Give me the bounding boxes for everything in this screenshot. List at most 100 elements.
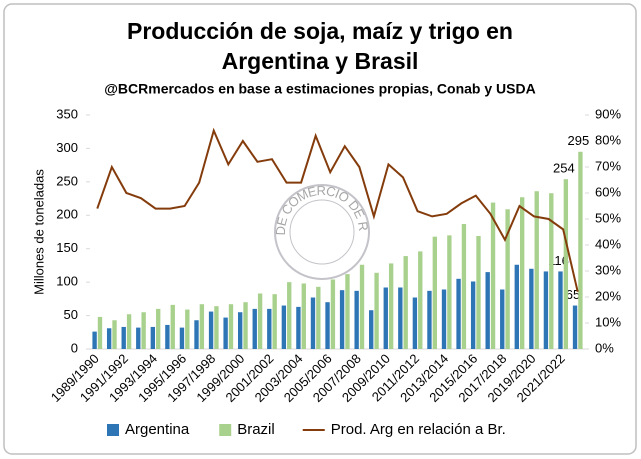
watermark-ring <box>289 199 355 265</box>
bar <box>470 281 476 349</box>
y-tick-label: 50 <box>64 307 78 322</box>
legend-swatch <box>219 424 232 436</box>
bar <box>345 274 350 349</box>
bar <box>403 256 408 349</box>
bar <box>563 179 569 349</box>
bar <box>301 283 306 349</box>
bar <box>578 151 583 349</box>
bar <box>359 264 365 349</box>
bar <box>432 236 437 349</box>
y-tick-label: 0 <box>71 340 78 355</box>
bar <box>398 287 403 349</box>
bar <box>374 272 379 349</box>
y-tick-label: 300 <box>56 140 78 155</box>
bar <box>214 306 219 349</box>
bar <box>441 289 447 349</box>
bar <box>228 304 234 349</box>
bar <box>272 294 277 349</box>
bar <box>141 312 146 349</box>
bar <box>112 320 117 349</box>
y-tick-label: 250 <box>56 173 78 188</box>
bar <box>412 297 418 349</box>
bar <box>572 305 578 349</box>
y-tick-label: 150 <box>56 240 78 255</box>
y2-tick-label: 80% <box>595 132 621 147</box>
bar <box>170 304 175 349</box>
bar <box>418 251 423 349</box>
bar <box>208 311 214 349</box>
bar <box>485 272 490 349</box>
bar <box>165 324 170 349</box>
bar <box>427 290 432 349</box>
legend-label: Prod. Arg en relación a Br. <box>331 421 506 438</box>
y2-tick-label: 70% <box>595 158 621 173</box>
bar <box>461 223 467 349</box>
bar <box>92 331 97 349</box>
bar <box>150 326 156 349</box>
y2-tick-label: 60% <box>595 184 621 199</box>
y2-tick-label: 0% <box>595 340 614 355</box>
bar <box>388 263 394 349</box>
bar <box>316 286 321 349</box>
bar <box>490 202 496 349</box>
bar <box>223 317 228 349</box>
bar <box>447 235 452 349</box>
bar <box>156 308 161 349</box>
y-tick-label: 200 <box>56 207 78 222</box>
bar <box>543 271 549 349</box>
bar <box>243 302 248 349</box>
y2-tick-label: 40% <box>595 236 621 251</box>
bar <box>267 308 272 349</box>
bar <box>97 316 103 349</box>
bar <box>185 309 190 349</box>
y2-tick-label: 90% <box>595 106 621 121</box>
legend-label: Argentina <box>125 421 190 438</box>
chart-title: Producción de soja, maíz y trigo en <box>127 18 513 44</box>
y2-tick-label: 20% <box>595 288 621 303</box>
bar <box>121 326 126 349</box>
bar <box>281 305 287 349</box>
bar <box>558 271 563 349</box>
bar <box>500 289 505 349</box>
y2-tick-label: 50% <box>595 210 621 225</box>
y2-tick-label: 30% <box>595 262 621 277</box>
data-label: 295 <box>568 133 590 148</box>
bar <box>257 293 263 349</box>
bar <box>505 209 510 349</box>
bar <box>476 236 481 349</box>
legend-label: Brazil <box>237 421 275 438</box>
bar <box>199 304 205 349</box>
bar <box>252 308 257 349</box>
y-tick-label: 350 <box>56 106 78 121</box>
bar <box>310 297 316 349</box>
bar <box>534 191 539 349</box>
y2-tick-label: 10% <box>595 314 621 329</box>
legend-swatch <box>107 424 119 436</box>
data-label: 254 <box>553 161 575 176</box>
bar <box>296 306 301 349</box>
line <box>96 127 579 293</box>
bar <box>383 287 388 349</box>
bar <box>287 282 292 349</box>
chart-title: Argentina y Brasil <box>222 48 419 74</box>
bar <box>529 268 534 349</box>
bar <box>179 327 185 349</box>
bar <box>369 310 374 349</box>
bar <box>106 328 112 349</box>
bar <box>238 312 243 349</box>
y-axis-title: Millones de toneladas <box>31 169 46 295</box>
bar <box>330 279 336 349</box>
bar <box>136 327 141 349</box>
y-tick-label: 100 <box>56 274 78 289</box>
bar <box>126 314 132 349</box>
bar <box>519 197 525 349</box>
bar <box>325 302 330 349</box>
bar <box>456 278 461 349</box>
bar <box>514 264 519 349</box>
bar <box>339 290 345 349</box>
bar <box>549 193 554 349</box>
chart-subtitle: @BCRmercados en base a estimaciones prop… <box>104 81 535 97</box>
bar <box>354 290 359 349</box>
bar <box>194 320 199 349</box>
